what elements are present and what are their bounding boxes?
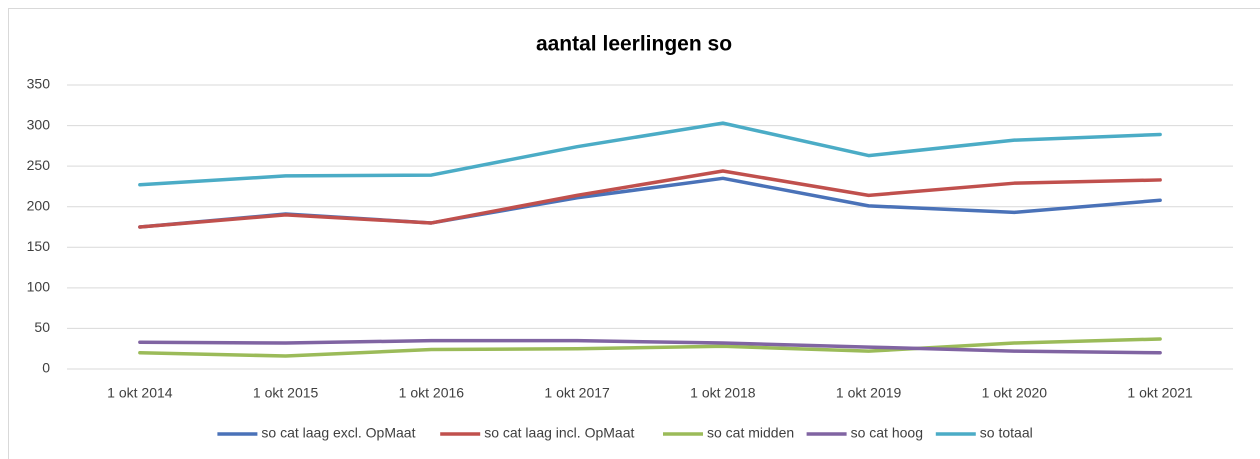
legend-label: so totaal (980, 425, 1033, 441)
y-tick-label: 100 (27, 279, 51, 295)
series-line (138, 338, 1162, 355)
x-tick-label: 1 okt 2021 (1127, 385, 1193, 401)
legend-label: so cat laag excl. OpMaat (261, 425, 415, 441)
x-tick-label: 1 okt 2016 (399, 385, 465, 401)
x-tick-label: 1 okt 2017 (544, 385, 610, 401)
y-tick-label: 50 (34, 319, 50, 335)
y-tick-label: 300 (27, 116, 51, 132)
y-tick-label: 150 (27, 238, 51, 254)
chart-title: aantal leerlingen so (536, 33, 732, 56)
series-line (138, 121, 1162, 187)
x-tick-label: 1 okt 2019 (836, 385, 902, 401)
x-tick-label: 1 okt 2015 (253, 385, 319, 401)
y-tick-label: 200 (27, 197, 51, 213)
series-line (138, 337, 1162, 358)
y-tick-label: 250 (27, 157, 51, 173)
chart-frame (8, 8, 1260, 459)
x-tick-label: 1 okt 2020 (982, 385, 1048, 401)
x-tick-label: 1 okt 2018 (690, 385, 756, 401)
legend-label: so cat midden (707, 425, 794, 441)
y-tick-label: 350 (27, 76, 51, 92)
legend-label: so cat laag incl. OpMaat (484, 425, 634, 441)
x-tick-label: 1 okt 2014 (107, 385, 173, 401)
legend-label: so cat hoog (851, 425, 923, 441)
y-tick-label: 0 (42, 360, 50, 376)
series-line (138, 169, 1162, 229)
